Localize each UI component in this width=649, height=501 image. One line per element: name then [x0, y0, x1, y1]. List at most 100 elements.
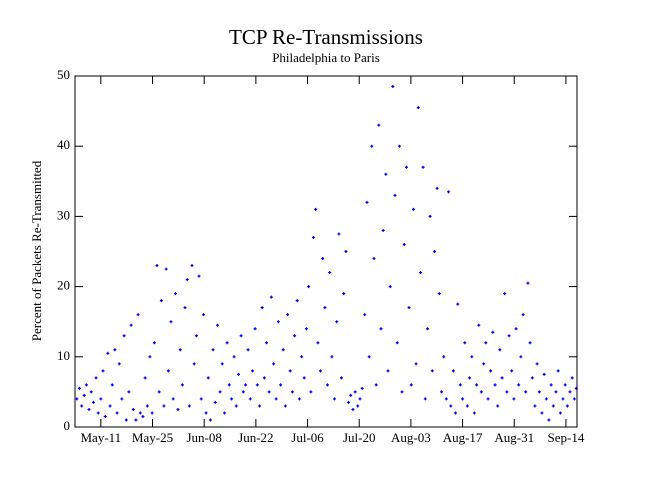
data-point: [342, 292, 346, 296]
data-point: [241, 390, 245, 394]
data-point: [512, 397, 516, 401]
data-point: [454, 411, 458, 415]
y-tick-label: 20: [57, 278, 70, 293]
data-point: [225, 341, 229, 345]
data-point: [409, 383, 413, 387]
data-point: [265, 341, 269, 345]
data-point: [347, 400, 351, 404]
data-point: [169, 320, 173, 324]
data-point: [162, 404, 166, 408]
data-point: [447, 190, 451, 194]
data-point: [510, 369, 514, 373]
data-point: [418, 271, 422, 275]
data-point: [367, 355, 371, 359]
data-point: [91, 400, 95, 404]
data-point: [267, 390, 271, 394]
data-point: [433, 250, 437, 253]
data-point: [213, 400, 217, 404]
data-point: [192, 362, 196, 366]
data-point: [323, 306, 327, 310]
data-point: [402, 242, 406, 246]
data-point: [479, 390, 483, 394]
data-point: [397, 144, 401, 148]
data-point: [124, 418, 128, 422]
data-point: [442, 355, 446, 359]
data-point: [318, 369, 322, 373]
data-point: [505, 390, 509, 394]
data-point: [199, 397, 203, 401]
data-point: [349, 393, 353, 397]
y-axis-label: Percent of Packets Re-Transmitted: [29, 160, 44, 341]
data-point: [87, 407, 91, 411]
data-point: [411, 207, 415, 211]
data-point: [215, 323, 219, 327]
data-point: [353, 390, 357, 394]
data-point: [519, 355, 523, 359]
data-point: [407, 306, 411, 310]
data-point: [239, 334, 243, 338]
data-point: [486, 397, 490, 401]
data-point: [370, 144, 374, 148]
data-point: [122, 334, 126, 338]
data-point: [521, 313, 525, 317]
data-point: [246, 348, 250, 352]
plot-frame: [74, 75, 578, 428]
data-point: [554, 390, 558, 394]
data-point: [96, 411, 100, 415]
data-point: [234, 404, 238, 408]
data-point: [286, 313, 290, 317]
data-point: [218, 390, 222, 394]
data-point: [288, 369, 292, 373]
data-point: [470, 355, 474, 359]
data-point: [400, 390, 404, 394]
data-point: [530, 376, 534, 380]
data-point: [211, 348, 215, 352]
x-tick-label: May-25: [132, 430, 173, 445]
data-point: [426, 327, 430, 331]
data-point: [332, 397, 336, 401]
data-point: [458, 383, 462, 387]
data-point: [227, 383, 231, 387]
data-point: [262, 376, 266, 380]
x-tick-label: Aug-31: [494, 430, 534, 445]
data-point: [127, 390, 131, 394]
data-point: [82, 393, 86, 397]
data-point: [351, 407, 355, 411]
data-point: [187, 404, 191, 408]
data-point: [129, 323, 133, 327]
data-point: [572, 397, 576, 401]
data-point: [428, 214, 432, 218]
data-point: [138, 411, 142, 415]
data-point: [328, 271, 332, 275]
data-point: [208, 418, 212, 422]
data-point: [103, 414, 107, 418]
data-point: [237, 372, 241, 376]
data-point: [549, 383, 553, 387]
data-point: [106, 351, 110, 355]
data-point: [325, 383, 329, 387]
data-point: [171, 397, 175, 401]
data-point: [330, 355, 334, 359]
data-point: [374, 383, 378, 387]
data-point: [384, 172, 388, 176]
data-point: [391, 85, 395, 89]
data-point: [260, 306, 264, 310]
data-point: [449, 404, 453, 408]
data-point: [134, 418, 138, 422]
data-point: [363, 313, 367, 317]
data-point: [94, 376, 98, 380]
data-point: [314, 207, 318, 211]
chart-title: TCP Re-Transmissions: [229, 25, 423, 49]
data-point: [493, 383, 497, 387]
data-point: [166, 369, 170, 373]
data-point: [540, 411, 544, 415]
data-point: [344, 250, 348, 253]
data-point: [551, 404, 555, 408]
data-point: [517, 383, 521, 387]
data-point: [141, 414, 145, 418]
data-point: [183, 306, 187, 310]
data-point: [150, 411, 154, 415]
data-point: [244, 383, 248, 387]
data-point: [279, 383, 283, 387]
